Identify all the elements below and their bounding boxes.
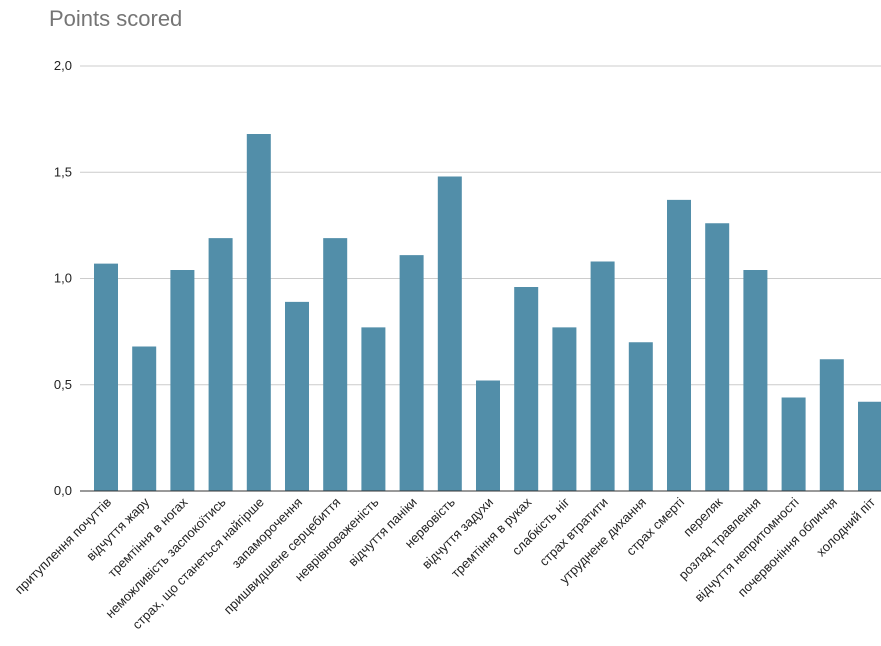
bar — [781, 397, 806, 491]
bar — [361, 327, 386, 491]
bar — [743, 270, 768, 491]
bar — [437, 176, 462, 491]
y-tick-label: 1,5 — [54, 164, 72, 179]
bar — [858, 401, 881, 491]
bar — [246, 134, 271, 491]
bar — [94, 263, 118, 491]
bar — [514, 287, 539, 491]
y-tick-label: 1,0 — [54, 271, 72, 286]
bar — [208, 238, 233, 491]
bar — [628, 342, 653, 491]
x-tick-label: відчуття паніки — [345, 495, 420, 570]
bar — [667, 199, 691, 491]
bar — [285, 301, 309, 491]
bar — [323, 238, 348, 491]
bar — [170, 270, 195, 491]
y-tick-label: 0,5 — [54, 377, 72, 392]
chart-title: Points scored — [49, 6, 183, 31]
y-tick-label: 0,0 — [54, 483, 72, 498]
bar — [552, 327, 577, 491]
bar — [399, 255, 424, 491]
bar — [819, 359, 844, 491]
y-tick-label: 2,0 — [54, 58, 72, 73]
bar — [590, 261, 615, 491]
bar — [476, 380, 500, 491]
bar — [132, 346, 157, 491]
x-tick-label: страх втратити — [536, 495, 610, 569]
bar — [705, 223, 730, 491]
y-axis-ticks: 0,0 0,5 1,0 1,5 2,0 — [54, 58, 72, 498]
bars — [94, 134, 881, 491]
